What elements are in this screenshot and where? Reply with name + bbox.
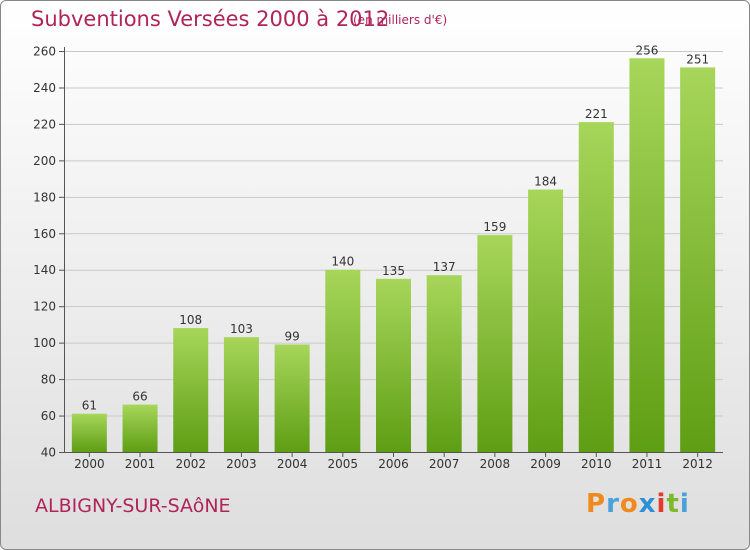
x-tick-label: 2006 <box>378 457 409 471</box>
y-tick-label: 220 <box>33 117 56 131</box>
x-tick-label: 2004 <box>277 457 308 471</box>
y-tick-label: 200 <box>33 154 56 168</box>
x-tick-label: 2005 <box>328 457 359 471</box>
bar <box>528 189 564 452</box>
x-tick-label: 2003 <box>226 457 257 471</box>
bar <box>325 269 361 452</box>
bar <box>173 328 209 452</box>
x-tick-label: 2009 <box>530 457 561 471</box>
data-label: 221 <box>585 107 608 121</box>
x-tick-label: 2001 <box>125 457 156 471</box>
logo-letter: P <box>586 489 607 519</box>
x-tick-label: 2007 <box>429 457 460 471</box>
bar <box>426 275 462 452</box>
data-label: 103 <box>230 322 253 336</box>
logo-letter: i <box>656 489 667 519</box>
data-label: 66 <box>132 390 147 404</box>
bar <box>223 337 259 452</box>
logo-letter: t <box>666 489 680 519</box>
bar <box>274 344 310 452</box>
chart-subtitle: (en milliers d'€) <box>353 13 448 27</box>
data-label: 159 <box>483 220 506 234</box>
logo-letter: i <box>679 489 690 519</box>
data-label: 99 <box>284 329 299 343</box>
data-label: 61 <box>82 399 97 413</box>
logo-letter: r <box>606 489 620 519</box>
bar <box>477 235 513 452</box>
x-tick-label: 2010 <box>581 457 612 471</box>
data-label: 137 <box>433 260 456 274</box>
x-tick-label: 2002 <box>175 457 206 471</box>
x-tick-label: 2011 <box>632 457 663 471</box>
logo-letter: x <box>638 489 657 519</box>
chart-title: Subventions Versées 2000 à 2012 <box>31 7 390 31</box>
town-name: ALBIGNY-SUR-SAôNE <box>35 495 231 517</box>
y-tick-label: 180 <box>33 190 56 204</box>
y-tick-label: 160 <box>33 227 56 241</box>
data-label: 140 <box>331 255 354 269</box>
x-tick-label: 2008 <box>480 457 511 471</box>
logo-letter: o <box>619 489 639 519</box>
data-label: 256 <box>636 43 659 57</box>
y-tick-label: 140 <box>33 263 56 277</box>
bar <box>578 122 614 452</box>
bar <box>629 58 665 453</box>
y-tick-label: 120 <box>33 300 56 314</box>
y-tick-label: 260 <box>33 45 56 59</box>
y-tick-label: 100 <box>33 336 56 350</box>
data-label: 251 <box>686 52 709 66</box>
bar <box>376 278 411 452</box>
bar <box>122 404 158 452</box>
y-tick-label: 80 <box>41 373 56 387</box>
data-label: 184 <box>534 175 557 189</box>
data-label: 108 <box>179 313 202 327</box>
y-tick-label: 40 <box>41 446 56 460</box>
y-tick-label: 60 <box>41 409 56 423</box>
bar <box>680 67 716 453</box>
proxiti-logo: Proxiti <box>586 489 690 519</box>
x-tick-label: 2012 <box>682 457 713 471</box>
y-tick-label: 240 <box>33 81 56 95</box>
bar <box>71 413 107 452</box>
x-tick-label: 2000 <box>74 457 105 471</box>
data-label: 135 <box>382 264 405 278</box>
